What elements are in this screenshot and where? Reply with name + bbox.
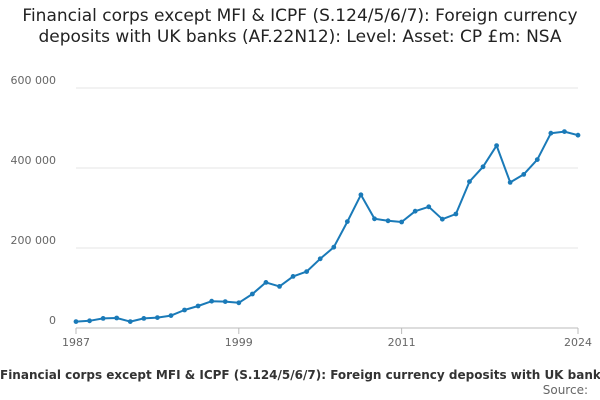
x-tick-label: 2011 bbox=[388, 336, 416, 349]
y-tick-label: 0 bbox=[49, 314, 56, 327]
data-point[interactable] bbox=[236, 300, 242, 306]
data-point[interactable] bbox=[344, 219, 350, 225]
data-point[interactable] bbox=[521, 172, 527, 177]
data-point[interactable] bbox=[480, 164, 486, 170]
data-point[interactable] bbox=[209, 298, 215, 304]
data-point[interactable] bbox=[426, 204, 432, 210]
data-point[interactable] bbox=[87, 318, 92, 324]
data-point[interactable] bbox=[114, 315, 120, 321]
data-point[interactable] bbox=[222, 299, 228, 304]
data-point[interactable] bbox=[467, 179, 472, 185]
data-point[interactable] bbox=[358, 192, 364, 198]
data-point[interactable] bbox=[304, 269, 310, 274]
x-axis: 1987 1999 2011 2024 bbox=[62, 328, 592, 349]
data-point[interactable] bbox=[331, 244, 337, 250]
data-point[interactable] bbox=[534, 157, 540, 163]
series-line bbox=[75, 130, 579, 323]
data-point[interactable] bbox=[494, 143, 499, 149]
data-point[interactable] bbox=[182, 307, 187, 313]
data-point[interactable] bbox=[507, 180, 513, 185]
data-point[interactable] bbox=[168, 313, 174, 318]
data-point[interactable] bbox=[562, 129, 567, 135]
chart-title: Financial corps except MFI & ICPF (S.124… bbox=[22, 6, 578, 47]
x-tick-label: 1999 bbox=[225, 336, 253, 349]
gridlines bbox=[76, 87, 578, 329]
y-tick-label: 600 000 bbox=[11, 74, 57, 87]
data-point[interactable] bbox=[439, 216, 445, 222]
data-point[interactable] bbox=[277, 284, 282, 289]
data-point[interactable] bbox=[412, 208, 418, 214]
data-point[interactable] bbox=[385, 218, 391, 224]
source-label: Source: bbox=[542, 383, 588, 397]
x-tick-label: 2024 bbox=[564, 336, 592, 349]
data-point[interactable] bbox=[575, 132, 581, 138]
data-point[interactable] bbox=[372, 216, 377, 222]
data-point[interactable] bbox=[141, 316, 147, 321]
data-point[interactable] bbox=[453, 211, 459, 217]
series-title-footer: Financial corps except MFI & ICPF (S.124… bbox=[0, 368, 600, 382]
data-point[interactable] bbox=[100, 316, 106, 321]
data-point[interactable] bbox=[263, 280, 269, 285]
data-point[interactable] bbox=[290, 274, 296, 279]
data-point[interactable] bbox=[399, 219, 405, 225]
data-point[interactable] bbox=[249, 291, 255, 297]
data-point[interactable] bbox=[127, 319, 133, 324]
data-point[interactable] bbox=[195, 303, 201, 309]
y-axis: 0 200 000 400 000 600 000 bbox=[11, 74, 57, 327]
data-point[interactable] bbox=[73, 319, 79, 324]
data-point[interactable] bbox=[548, 130, 554, 136]
data-point[interactable] bbox=[155, 315, 160, 320]
data-point[interactable] bbox=[317, 256, 323, 262]
series-group bbox=[73, 129, 581, 324]
y-tick-label: 200 000 bbox=[11, 234, 57, 247]
x-tick-label: 1987 bbox=[62, 336, 90, 349]
y-tick-label: 400 000 bbox=[11, 154, 57, 167]
